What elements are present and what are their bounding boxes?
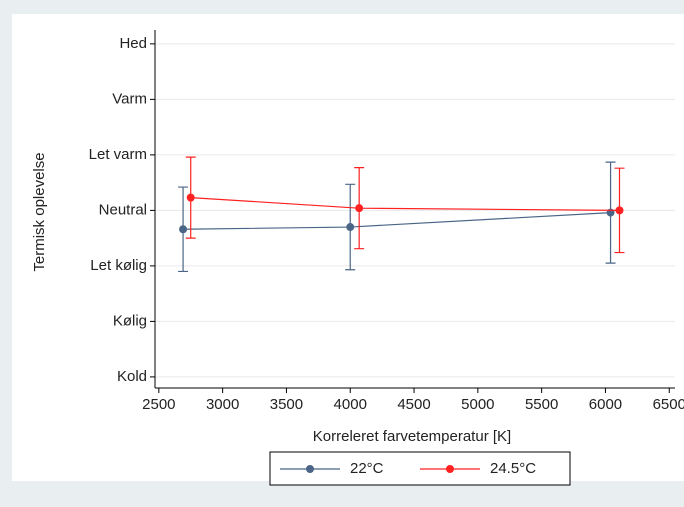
x-tick-label: 3500 xyxy=(270,396,303,413)
y-axis-title: Termisk oplevelse xyxy=(31,152,48,271)
chart-panel xyxy=(12,14,684,481)
legend-label: 24.5°C xyxy=(490,460,536,477)
point xyxy=(346,223,355,232)
y-tick-label: Kold xyxy=(117,368,147,385)
x-tick-label: 6500 xyxy=(653,396,684,413)
x-tick-label: 6000 xyxy=(589,396,622,413)
x-tick-label: 5500 xyxy=(525,396,558,413)
x-tick-label: 2500 xyxy=(142,396,175,413)
x-axis-title: Korreleret farvetemperatur [K] xyxy=(313,428,511,445)
y-tick-label: Hed xyxy=(119,35,147,52)
point xyxy=(615,206,624,215)
point xyxy=(179,225,188,234)
y-tick-label: Varm xyxy=(112,90,147,107)
x-tick-label: 5000 xyxy=(461,396,494,413)
point xyxy=(355,204,364,213)
y-tick-label: Neutral xyxy=(99,201,147,218)
x-tick-label: 4500 xyxy=(397,396,430,413)
legend-marker xyxy=(446,465,454,473)
legend-label: 22°C xyxy=(350,460,384,477)
x-tick-label: 3000 xyxy=(206,396,239,413)
x-tick-label: 4000 xyxy=(334,396,367,413)
legend-marker xyxy=(306,465,314,473)
point xyxy=(186,193,195,202)
y-tick-label: Let varm xyxy=(89,146,147,163)
y-tick-label: Let kølig xyxy=(90,257,147,274)
y-tick-label: Kølig xyxy=(113,312,147,329)
